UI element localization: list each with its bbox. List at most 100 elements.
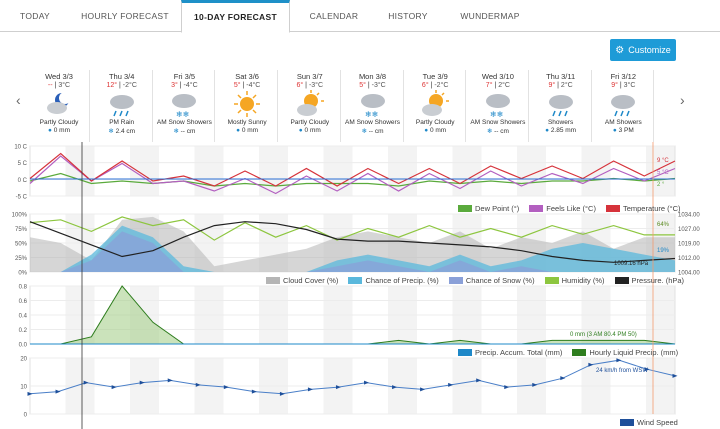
day-date: Thu 3/4 <box>108 72 135 81</box>
chart-annotation: 64% <box>657 222 670 228</box>
day-date: Sat 3/6 <box>235 72 259 81</box>
wind-arrow <box>307 387 313 392</box>
day-condition: Partly Cloudy <box>39 119 79 126</box>
customize-button[interactable]: ⚙ Customize <box>610 39 676 61</box>
day-card[interactable]: Wed 3/3 -- | 3°C Partly Cloudy ● 0 mm <box>29 70 90 142</box>
night-band <box>194 358 224 414</box>
moon-cloud-icon <box>43 90 75 118</box>
y-tick-label: 25% <box>15 256 28 262</box>
night-band <box>323 214 353 272</box>
night-band <box>129 286 159 344</box>
chart-annotation: 19% <box>657 248 670 254</box>
wind-arrow <box>644 367 650 372</box>
rain-cloud-icon <box>106 90 138 118</box>
series-humidity <box>29 216 675 241</box>
night-band <box>645 286 675 344</box>
snowflake-icon: ❄ <box>361 128 367 135</box>
tab-wundermap[interactable]: WUNDERMAP <box>460 11 520 21</box>
day-card[interactable]: Fri 3/12 9° | 3°C AM Showers ● 3 PM <box>593 70 655 142</box>
tab-calendar[interactable]: CALENDAR <box>309 11 359 21</box>
wind-arrow <box>251 389 257 394</box>
night-band <box>516 358 546 414</box>
day-card[interactable]: Thu 3/4 12° | -2°C PM Rain ❄ 2.4 cm <box>92 70 153 142</box>
night-band <box>129 214 159 272</box>
wind-arrow <box>420 387 426 392</box>
wind-arrow <box>111 385 117 390</box>
day-precip: ❄ -- cm <box>361 128 384 135</box>
day-condition: AM Snow Showers <box>156 119 212 126</box>
y-tick-label: 10 C <box>14 145 27 151</box>
chart-panel-2: 0.8 0.6 0.4 0.2 0.0 <box>19 285 676 349</box>
y-tick-label: 0 C <box>18 178 28 184</box>
night-band <box>258 286 288 344</box>
day-condition: Showers <box>547 119 574 126</box>
y-tick-label: 0.6 <box>19 299 28 305</box>
day-precip: ● 0 mm <box>298 127 321 134</box>
y-tick-label: 0 <box>24 413 28 419</box>
gear-icon: ⚙ <box>615 44 625 56</box>
wind-arrow <box>532 382 538 387</box>
tab-history[interactable]: HISTORY <box>388 11 428 21</box>
next-arrow-icon[interactable]: › <box>680 92 685 108</box>
tab-10-day-forecast[interactable]: 10-DAY FORECAST <box>181 0 290 33</box>
day-temps: 3° | -4°C <box>171 82 198 89</box>
wind-arrow <box>448 382 454 387</box>
night-band <box>581 358 611 414</box>
rain-cloud-icon <box>607 90 639 118</box>
wind-arrow <box>335 385 341 390</box>
tab-bar: TODAY HOURLY FORECAST 10-DAY FORECAST CA… <box>0 0 720 33</box>
day-date: Sun 3/7 <box>296 72 323 81</box>
wind-arrow <box>83 380 89 385</box>
y2-tick-label: 1019.00 <box>678 242 700 248</box>
day-condition: AM Showers <box>604 119 642 126</box>
night-band <box>387 286 417 344</box>
night-band <box>645 214 675 272</box>
day-precip: ❄ 2.4 cm <box>108 128 136 135</box>
wind-arrow <box>672 373 678 378</box>
night-band <box>452 286 482 344</box>
tab-today[interactable]: TODAY <box>20 11 50 21</box>
chart-annotation: 0 mm (3 AM 80.4 PM 50) <box>570 332 637 338</box>
panel-frame <box>29 213 676 273</box>
area-chance-of-snow---- <box>30 231 675 272</box>
day-precip: ❄ -- cm <box>486 128 509 135</box>
day-condition: Partly Cloudy <box>290 119 330 126</box>
y-tick-label: 20 <box>20 357 27 363</box>
series-dew-point---- <box>29 172 676 187</box>
day-date: Thu 3/11 <box>546 72 576 81</box>
day-card[interactable]: Thu 3/11 9° | 2°C Showers ● 2.85 mm <box>531 70 592 142</box>
day-precip: ● 0 mm <box>236 127 259 134</box>
night-band <box>452 358 482 414</box>
panel-frame <box>29 285 676 345</box>
night-band <box>581 286 611 344</box>
panel-frame <box>29 357 676 415</box>
night-band <box>645 146 675 196</box>
wind-arrow <box>560 376 566 381</box>
day-card[interactable]: Sat 3/6 5° | -4°C Mostly Sunny ● 0 mm <box>217 70 279 142</box>
series-temperature---c- <box>29 152 676 187</box>
day-card[interactable]: Wed 3/10 7° | 2°C ❄❄ AM Snow Showers ❄ -- cm <box>468 70 529 142</box>
sun-cloud-icon <box>294 90 326 118</box>
day-card[interactable]: Fri 3/5 3° | -4°C ❄❄ AM Snow Showers ❄ -- cm <box>154 70 216 142</box>
end-value-label: 5 °C <box>657 170 669 176</box>
day-card[interactable]: Tue 3/9 6° | -2°C Partly Cloudy ● 0 mm <box>405 70 467 142</box>
tab-hourly-forecast[interactable]: HOURLY FORECAST <box>81 11 169 21</box>
end-value-label: 9 °C <box>657 158 669 164</box>
wind-arrow <box>279 391 285 396</box>
day-date: Fri 3/5 <box>173 72 196 81</box>
night-band <box>258 146 288 196</box>
day-date: Mon 3/8 <box>358 72 387 81</box>
day-precip: ● 0 mm <box>48 127 70 134</box>
prev-arrow-icon[interactable]: ‹ <box>16 92 21 108</box>
day-card[interactable]: Mon 3/8 5° | -3°C ❄❄ AM Snow Showers ❄ -- cm <box>343 70 404 142</box>
y-tick-label: -5 C <box>16 195 28 201</box>
day-card[interactable]: Sun 3/7 6° | -3°C Partly Cloudy ● 0 mm <box>280 70 341 142</box>
day-condition: AM Snow Showers <box>470 119 526 126</box>
snowflake-icon: ❄ <box>108 128 114 135</box>
y-tick-label: 50% <box>15 242 28 248</box>
series-pressure <box>29 221 676 263</box>
y-tick-label: 0.8 <box>19 285 28 291</box>
day-condition: Mostly Sunny <box>227 119 267 126</box>
snowflake-icon: ❄ <box>486 128 493 135</box>
